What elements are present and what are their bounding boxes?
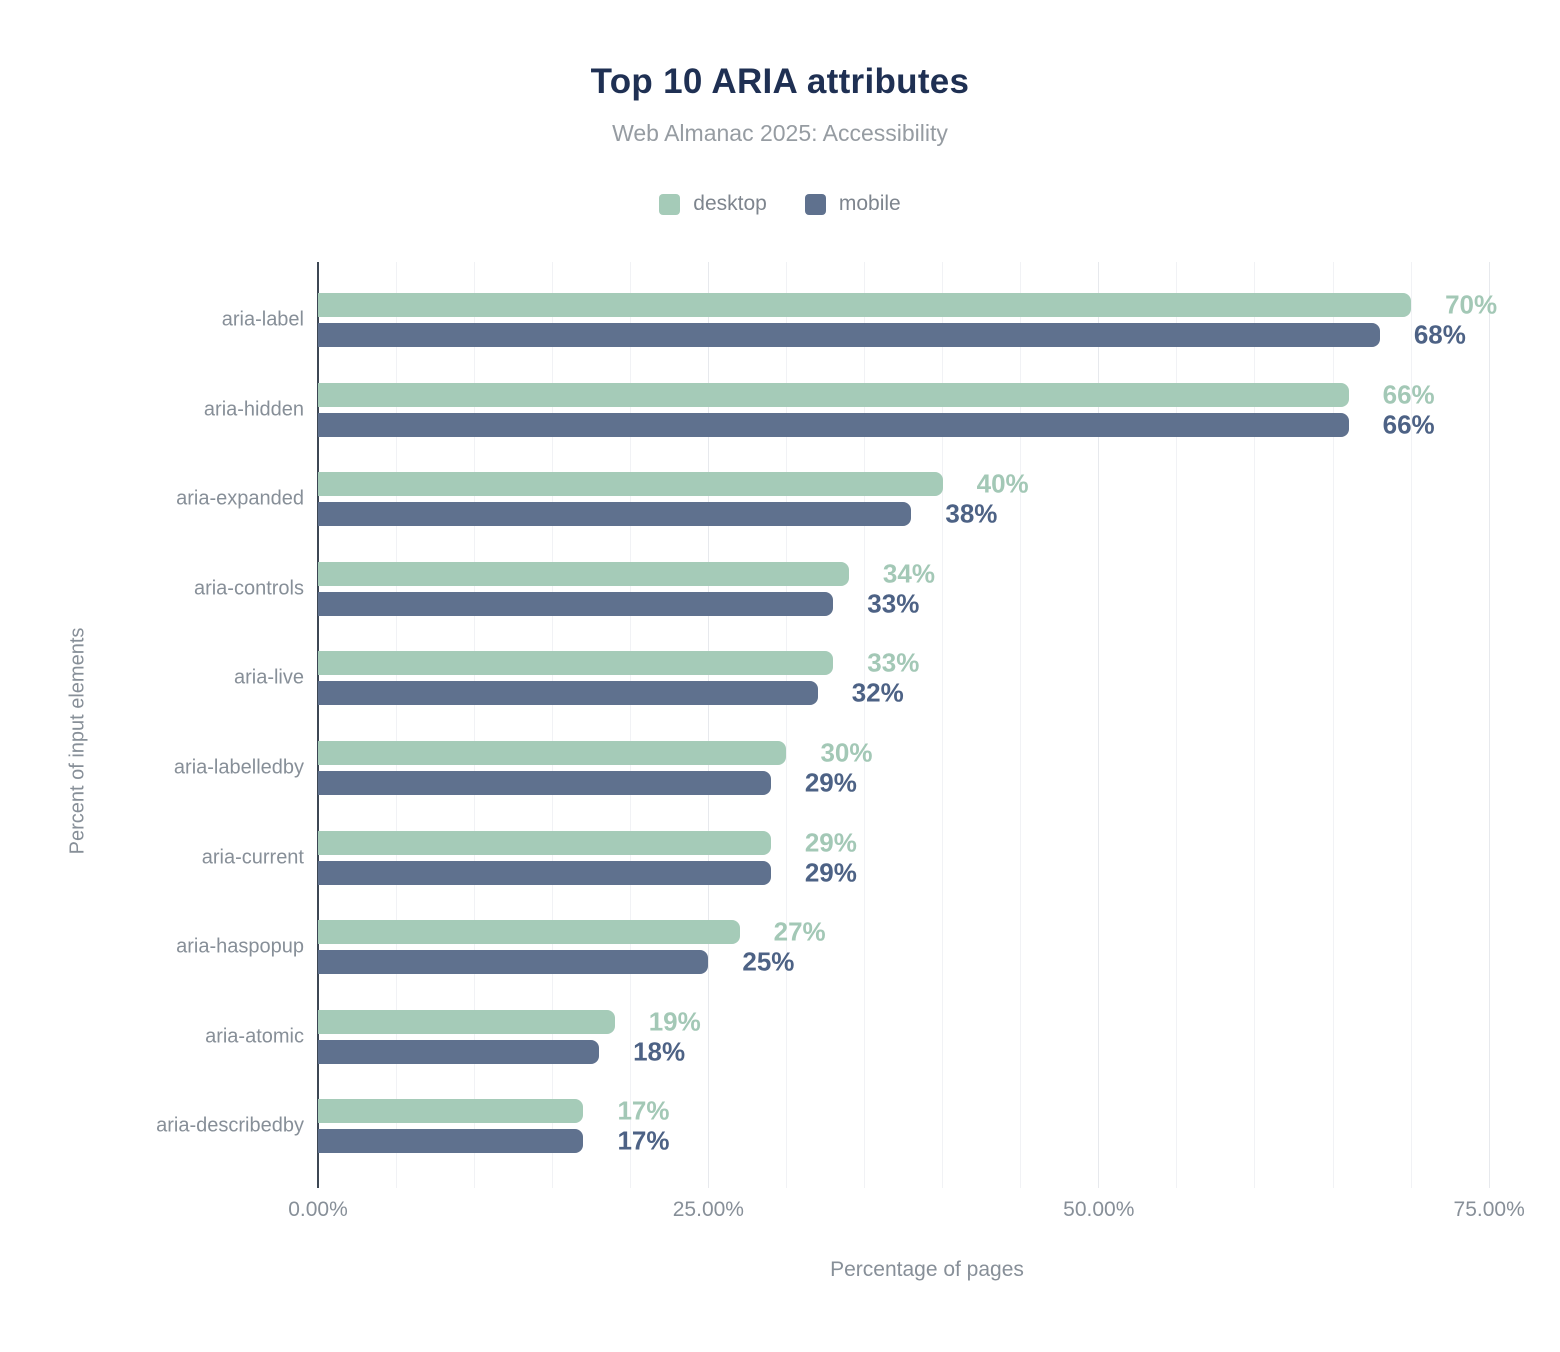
bar-mobile-aria-labelledby [318, 771, 771, 795]
bar-group-aria-live: aria-live 33% 32% [0, 647, 1560, 708]
bar-group-aria-controls: aria-controls 34% 33% [0, 558, 1560, 619]
bar-group-aria-haspopup: aria-haspopup 27% 25% [0, 916, 1560, 977]
chart-title: Top 10 ARIA attributes [590, 62, 970, 101]
bar-desktop-aria-controls [318, 561, 849, 586]
value-label-desktop: 19% [648, 1006, 701, 1037]
value-label-mobile: 33% [867, 588, 920, 619]
gridline [707, 262, 709, 1188]
bar-group-aria-describedby: aria-describedby 17% 17% [0, 1095, 1560, 1156]
bar-group-aria-hidden: aria-hidden 66% 66% [0, 379, 1560, 440]
gridline [1176, 262, 1178, 1188]
value-label-desktop: 33% [867, 647, 920, 678]
bar-group-aria-current: aria-current 29% 29% [0, 827, 1560, 888]
category-label: aria-current [201, 846, 304, 869]
value-label-desktop: 40% [976, 468, 1029, 499]
value-label-desktop: 27% [773, 916, 826, 947]
bar-mobile-aria-describedby [318, 1129, 584, 1154]
value-label-mobile: 32% [851, 677, 904, 708]
legend-item-mobile[interactable]: mobile [804, 192, 901, 216]
value-label-mobile: 17% [617, 1125, 670, 1156]
x-tick-label: 75.00% [1453, 1198, 1525, 1221]
bar-desktop-aria-atomic [318, 1009, 615, 1034]
bar-desktop-aria-describedby [318, 1099, 584, 1124]
bar-mobile-aria-expanded [318, 502, 912, 527]
gridline [1098, 262, 1100, 1188]
chart-subtitle: Web Almanac 2025: Accessibility [612, 120, 948, 146]
gridline [1488, 262, 1490, 1188]
value-label-mobile: 29% [804, 857, 857, 888]
x-tick-label: 0.00% [288, 1198, 348, 1221]
gridline [785, 262, 787, 1188]
x-tick-label: 25.00% [672, 1198, 744, 1221]
bar-desktop-aria-live [318, 651, 834, 676]
bar-mobile-aria-live [318, 681, 818, 706]
gridline [1410, 262, 1412, 1188]
bar-mobile-aria-hidden [318, 412, 1349, 437]
bar-desktop-aria-label [318, 293, 1412, 317]
bar-mobile-aria-label [318, 323, 1380, 347]
value-label-mobile: 68% [1413, 319, 1466, 350]
value-label-mobile: 66% [1382, 409, 1435, 440]
category-label: aria-labelledby [173, 756, 304, 779]
category-label: aria-atomic [205, 1025, 304, 1048]
legend-label: mobile [838, 192, 901, 215]
value-label-desktop: 66% [1382, 379, 1435, 410]
x-tick-label: 50.00% [1063, 1198, 1135, 1221]
value-label-desktop: 29% [804, 827, 857, 858]
gridline [1332, 262, 1334, 1188]
bar-desktop-aria-hidden [318, 382, 1349, 407]
legend-item-desktop[interactable]: desktop [659, 192, 767, 216]
category-label: aria-haspopup [176, 935, 304, 958]
x-axis-title: Percentage of pages [830, 1258, 1024, 1281]
value-label-desktop: 17% [617, 1095, 670, 1126]
value-label-desktop: 30% [820, 737, 873, 768]
bar-desktop-aria-expanded [318, 472, 943, 497]
bar-group-aria-label: aria-label 70% 68% [0, 289, 1560, 350]
bar-mobile-aria-controls [318, 591, 834, 616]
value-label-desktop: 34% [882, 558, 935, 589]
legend: desktop mobile [0, 192, 1560, 216]
bar-desktop-aria-haspopup [318, 920, 740, 945]
value-label-mobile: 18% [633, 1036, 686, 1067]
gridline [395, 262, 397, 1188]
bar-group-aria-labelledby: aria-labelledby 30% 29% [0, 737, 1560, 798]
legend-swatch-mobile [804, 193, 826, 215]
gridline [551, 262, 553, 1188]
bar-mobile-aria-haspopup [318, 950, 709, 975]
value-label-mobile: 29% [804, 767, 857, 798]
value-label-mobile: 38% [945, 498, 998, 529]
gridline [864, 262, 866, 1188]
gridline [473, 262, 475, 1188]
bar-desktop-aria-current [318, 830, 771, 855]
category-label: aria-describedby [156, 1114, 304, 1137]
gridline [942, 262, 944, 1188]
bar-group-aria-expanded: aria-expanded 40% 38% [0, 468, 1560, 529]
value-label-mobile: 25% [742, 946, 795, 977]
legend-label: desktop [693, 192, 767, 215]
category-label: aria-hidden [203, 398, 304, 421]
bar-group-aria-atomic: aria-atomic 19% 18% [0, 1006, 1560, 1067]
value-label-desktop: 70% [1445, 289, 1498, 320]
category-label: aria-controls [193, 577, 304, 600]
bar-mobile-aria-current [318, 860, 771, 885]
bar-desktop-aria-labelledby [318, 741, 787, 765]
y-axis-line [316, 262, 319, 1188]
gridline [1254, 262, 1256, 1188]
legend-swatch-desktop [659, 193, 681, 215]
gridline [1020, 262, 1022, 1188]
category-label: aria-live [233, 666, 304, 689]
category-label: aria-expanded [176, 487, 304, 510]
bar-mobile-aria-atomic [318, 1039, 600, 1064]
gridline [629, 262, 631, 1188]
category-label: aria-label [221, 308, 304, 331]
